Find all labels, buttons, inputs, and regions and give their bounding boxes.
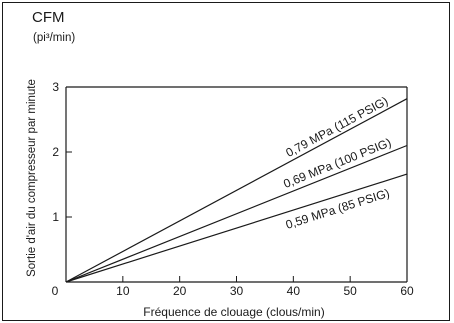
y-tick-label: 2 [52, 145, 59, 159]
series-lines [65, 98, 408, 283]
series-label: 0,59 MPa (85 PSIG) [284, 186, 391, 232]
unit-subtitle: (pi³/min) [33, 32, 75, 44]
x-tick-label: 10 [116, 284, 130, 298]
x-tick-label: 50 [343, 284, 357, 298]
y-tick-label: 3 [52, 80, 59, 94]
x-tick-label: 60 [400, 284, 414, 298]
series-line [65, 98, 408, 283]
series-labels: 0,79 MPa (115 PSIG)0,69 MPa (100 PSIG)0,… [281, 94, 393, 232]
chart-frame [2, 2, 450, 321]
x-tick-label: 20 [173, 284, 187, 298]
unit-title: CFM [32, 9, 65, 26]
x-tick-label: 30 [230, 284, 244, 298]
series-line [65, 144, 408, 283]
y-axis-label: Sortie d'air du compresseur par minute [26, 79, 38, 277]
x-tick-label: 40 [287, 284, 301, 298]
series-line [65, 173, 408, 283]
ticks: 0 10 20 30 40 50 60 1 2 3 [52, 80, 414, 298]
x-tick-label: 0 [52, 284, 59, 298]
x-axis-label: Fréquence de clouage (clous/min) [143, 305, 324, 319]
y-tick-label: 1 [52, 210, 59, 224]
